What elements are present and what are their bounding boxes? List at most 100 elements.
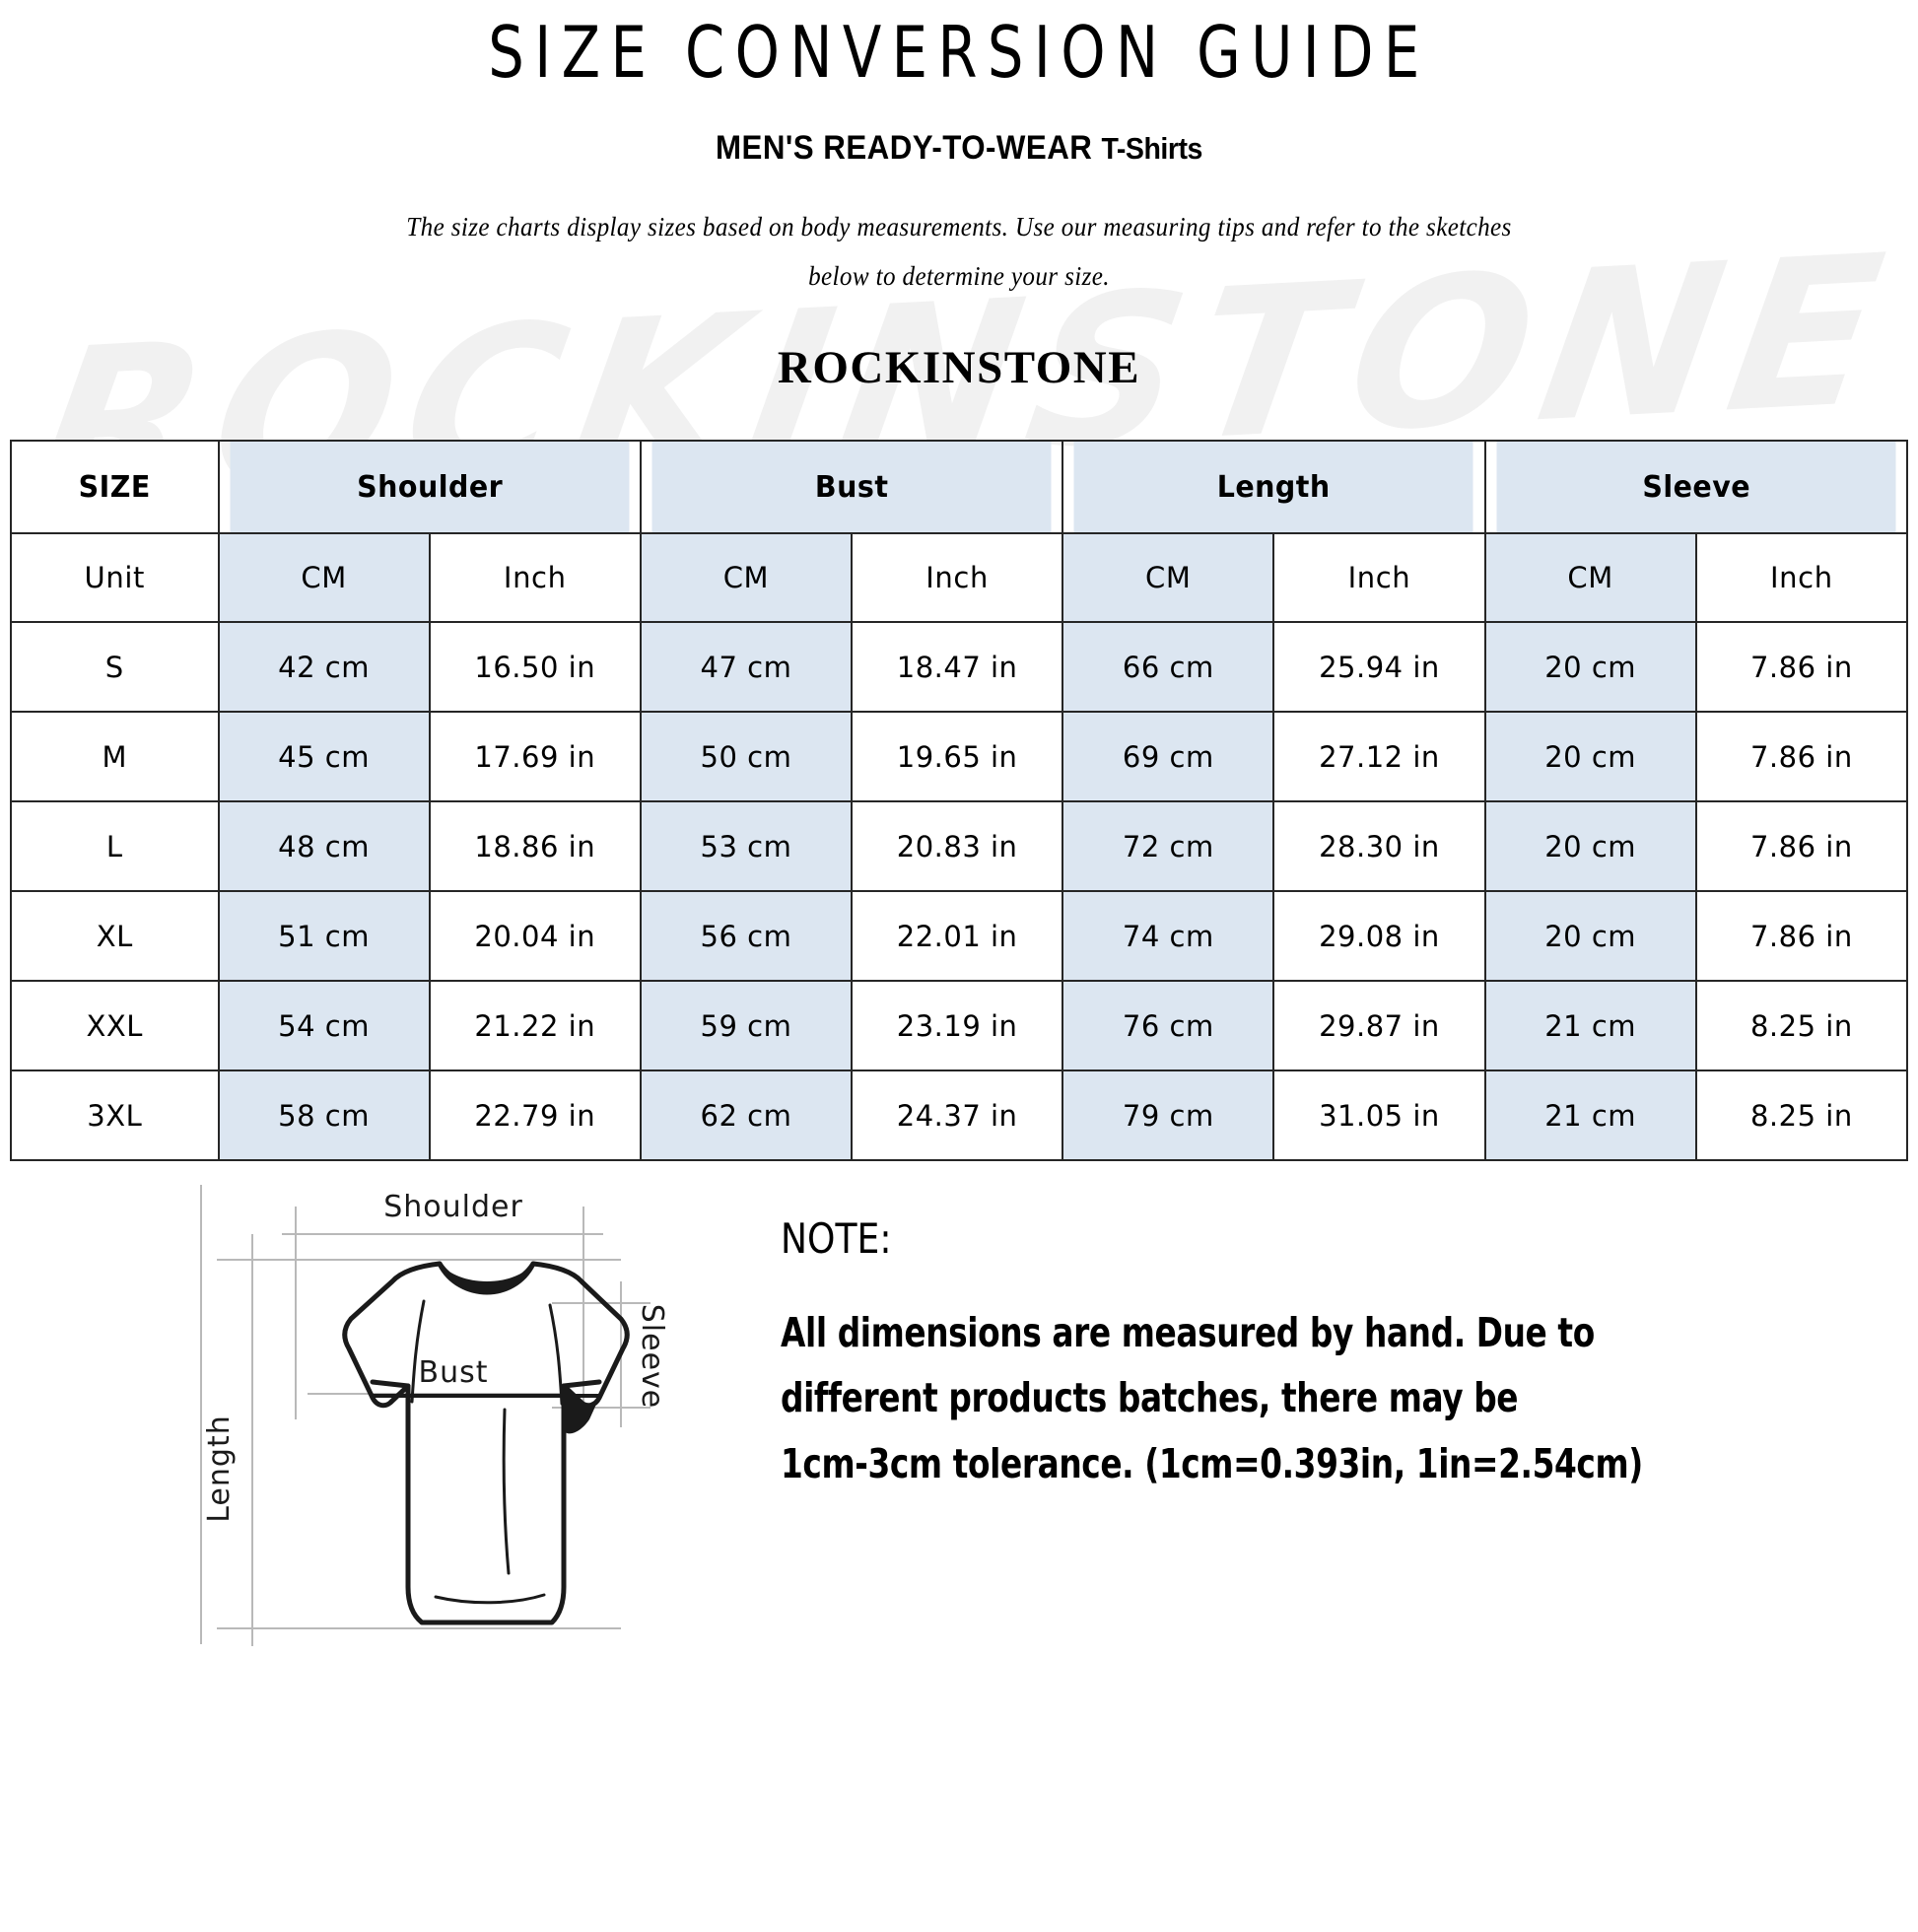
cell-sleeve-inch: 7.86 in [1694, 800, 1909, 893]
table-row: XXL 54 cm 21.22 in 59 cm 23.19 in 76 cm … [10, 980, 1909, 1072]
subtitle-product: T-Shirts [1101, 131, 1202, 167]
note-block: NOTE: All dimensions are measured by han… [759, 1173, 1918, 1496]
note-line-2: different products batches, there may be [781, 1374, 1519, 1422]
description-line-1: The size charts display sizes based on b… [406, 212, 1512, 242]
description-line-2: below to determine your size. [808, 261, 1110, 292]
cell-bust-cm: 50 cm [639, 711, 854, 803]
cell-shoulder-cm: 45 cm [217, 711, 431, 803]
note-line-3: 1cm-3cm tolerance. (1cm=0.393in, 1in=2.5… [781, 1439, 1643, 1487]
unit-header-sleeve-cm: CM [1483, 532, 1697, 624]
group-header-sleeve: Sleeve [1494, 440, 1898, 535]
cell-shoulder-inch: 18.86 in [428, 800, 642, 893]
group-header-shoulder: Shoulder [228, 440, 632, 535]
subtitle-category: MEN'S READY-TO-WEAR [716, 129, 1093, 168]
cell-shoulder-cm: 54 cm [217, 980, 431, 1072]
diagram-label-sleeve: Sleeve [635, 1304, 669, 1410]
row-size-label: XL [10, 890, 220, 983]
cell-shoulder-inch: 21.22 in [428, 980, 642, 1072]
cell-shoulder-inch: 17.69 in [428, 711, 642, 803]
bottom-section: Shoulder Bust Length Sleeve NOTE: All di… [0, 1173, 1918, 1666]
cell-shoulder-inch: 16.50 in [428, 621, 642, 714]
table-row: 3XL 58 cm 22.79 in 62 cm 24.37 in 79 cm … [10, 1070, 1909, 1162]
cell-sleeve-cm: 21 cm [1483, 980, 1697, 1072]
cell-shoulder-inch: 22.79 in [428, 1070, 642, 1162]
row-size-label: S [10, 621, 220, 714]
unit-header-shoulder-inch: Inch [428, 532, 642, 624]
unit-header-sleeve-inch: Inch [1694, 532, 1909, 624]
cell-bust-inch: 20.83 in [851, 800, 1064, 893]
cell-length-cm: 76 cm [1062, 980, 1275, 1072]
tshirt-diagram-svg: Shoulder Bust Length Sleeve [200, 1185, 669, 1647]
note-title: NOTE: [781, 1214, 892, 1264]
cell-bust-inch: 19.65 in [851, 711, 1064, 803]
unit-header-bust-inch: Inch [851, 532, 1064, 624]
diagram-label-bust: Bust [419, 1355, 489, 1390]
cell-shoulder-cm: 51 cm [217, 890, 431, 983]
row-size-label: M [10, 711, 220, 803]
cell-sleeve-inch: 7.86 in [1694, 621, 1909, 714]
cell-bust-inch: 18.47 in [851, 621, 1064, 714]
cell-length-cm: 72 cm [1062, 800, 1275, 893]
group-header-bust: Bust [650, 440, 1054, 535]
collar-shading [440, 1264, 533, 1293]
unit-row-label: Unit [10, 532, 220, 624]
table-header-groups: SIZE Shoulder Bust Length Sleeve [11, 440, 1907, 535]
diagram-label-length: Length [202, 1414, 237, 1522]
row-size-label: XXL [10, 980, 220, 1072]
cell-length-cm: 66 cm [1062, 621, 1275, 714]
cell-sleeve-inch: 8.25 in [1694, 980, 1909, 1072]
size-guide-page: SIZE CONVERSION GUIDE MEN'S READY-TO-WEA… [0, 11, 1918, 1666]
brand-name: ROCKINSTONE [777, 342, 1141, 394]
row-size-label: 3XL [10, 1070, 220, 1162]
cell-sleeve-inch: 8.25 in [1694, 1070, 1909, 1162]
cell-shoulder-cm: 48 cm [217, 800, 431, 893]
table-row: XL 51 cm 20.04 in 56 cm 22.01 in 74 cm 2… [10, 890, 1909, 983]
diagram-guidelines [200, 1185, 651, 1647]
cell-bust-cm: 59 cm [639, 980, 854, 1072]
cell-sleeve-inch: 7.86 in [1694, 711, 1909, 803]
tshirt-measurement-diagram: Shoulder Bust Length Sleeve [158, 1173, 759, 1666]
cell-sleeve-cm: 21 cm [1483, 1070, 1697, 1162]
cell-length-inch: 27.12 in [1272, 711, 1486, 803]
underarm-shading [564, 1386, 599, 1434]
page-description: The size charts display sizes based on b… [336, 203, 1583, 302]
cell-length-cm: 74 cm [1062, 890, 1275, 983]
cell-bust-cm: 56 cm [639, 890, 854, 983]
cell-length-inch: 29.08 in [1272, 890, 1486, 983]
cell-shoulder-cm: 42 cm [217, 621, 431, 714]
cell-bust-inch: 24.37 in [851, 1070, 1064, 1162]
page-title: SIZE CONVERSION GUIDE [488, 11, 1430, 94]
page-subtitle: MEN'S READY-TO-WEAR T-Shirts [77, 129, 1841, 168]
row-size-label: L [10, 800, 220, 893]
cell-bust-inch: 22.01 in [851, 890, 1064, 983]
cell-sleeve-cm: 20 cm [1483, 890, 1697, 983]
cell-bust-cm: 53 cm [639, 800, 854, 893]
group-header-length: Length [1071, 440, 1475, 535]
unit-header-length-cm: CM [1062, 532, 1275, 624]
tshirt-outline [342, 1261, 630, 1625]
size-conversion-table: SIZE Shoulder Bust Length Sleeve Unit CM… [10, 440, 1909, 1162]
table-row: L 48 cm 18.86 in 53 cm 20.83 in 72 cm 28… [10, 800, 1909, 893]
cell-length-cm: 69 cm [1062, 711, 1275, 803]
cell-sleeve-cm: 20 cm [1483, 800, 1697, 893]
table-row: M 45 cm 17.69 in 50 cm 19.65 in 69 cm 27… [10, 711, 1909, 803]
cell-length-inch: 29.87 in [1272, 980, 1486, 1072]
unit-header-shoulder-cm: CM [217, 532, 431, 624]
cell-shoulder-cm: 58 cm [217, 1070, 431, 1162]
size-column-header: SIZE [15, 440, 215, 535]
note-line-1: All dimensions are measured by hand. Due… [781, 1309, 1595, 1357]
cell-sleeve-inch: 7.86 in [1694, 890, 1909, 983]
unit-header-length-inch: Inch [1272, 532, 1486, 624]
cell-sleeve-cm: 20 cm [1483, 621, 1697, 714]
table-row: S 42 cm 16.50 in 47 cm 18.47 in 66 cm 25… [10, 621, 1909, 714]
cell-bust-cm: 62 cm [639, 1070, 854, 1162]
cell-shoulder-inch: 20.04 in [428, 890, 642, 983]
unit-header-bust-cm: CM [639, 532, 854, 624]
cell-length-cm: 79 cm [1062, 1070, 1275, 1162]
cell-bust-cm: 47 cm [639, 621, 854, 714]
cell-sleeve-cm: 20 cm [1483, 711, 1697, 803]
table-unit-row: Unit CM Inch CM Inch CM Inch CM Inch [10, 532, 1909, 624]
diagram-label-shoulder: Shoulder [383, 1190, 523, 1224]
cell-length-inch: 25.94 in [1272, 621, 1486, 714]
cell-length-inch: 31.05 in [1272, 1070, 1486, 1162]
